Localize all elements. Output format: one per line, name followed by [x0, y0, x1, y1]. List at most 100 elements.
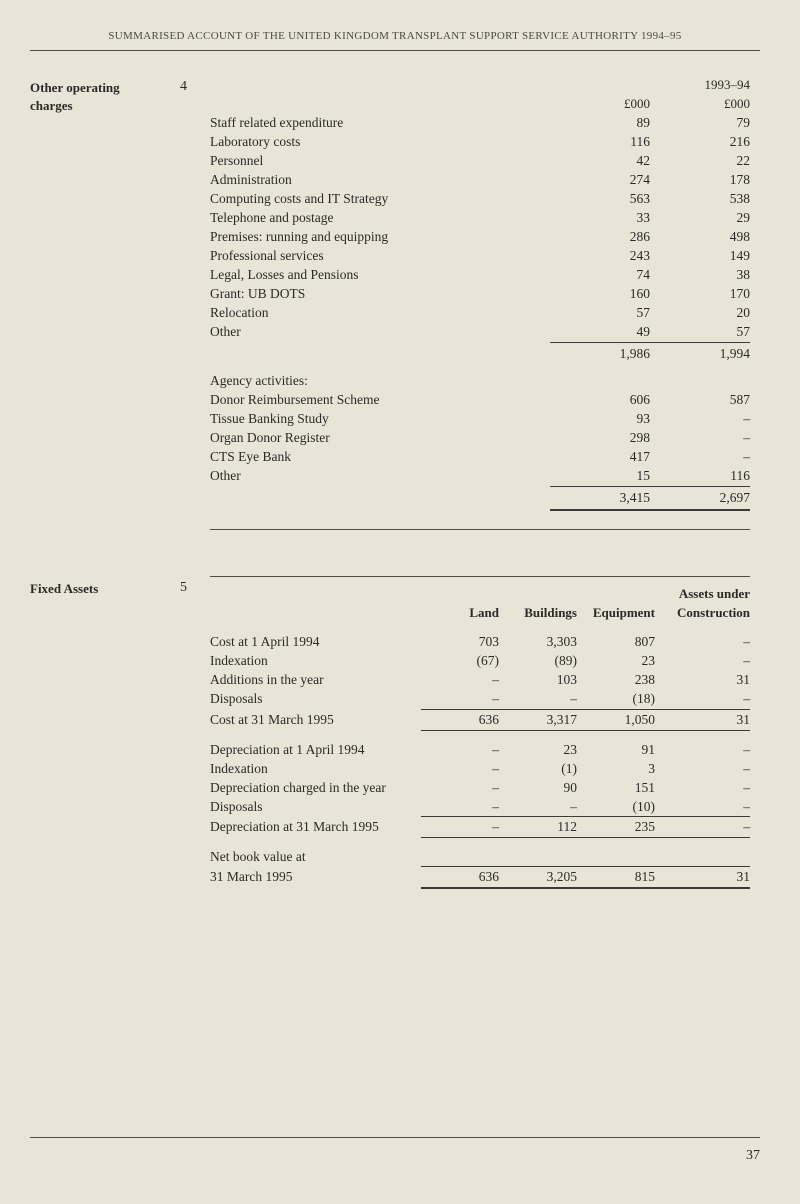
cell: 587: [650, 390, 750, 409]
cell: –: [421, 690, 499, 710]
cell: 112: [499, 817, 577, 838]
row-label: Additions in the year: [210, 671, 421, 690]
row-label: Laboratory costs: [210, 132, 550, 151]
table-row: Other4957: [210, 322, 750, 342]
row-label: Computing costs and IT Strategy: [210, 189, 550, 208]
row-label: Telephone and postage: [210, 208, 550, 227]
cell: 79: [650, 113, 750, 132]
cell: –: [421, 817, 499, 838]
row-label: Grant: UB DOTS: [210, 284, 550, 303]
cell: 3,303: [499, 633, 577, 652]
subtotal-c2: 1,994: [650, 342, 750, 363]
table-row: Indexation(67)(89)23–: [210, 652, 750, 671]
cell: –: [655, 778, 750, 797]
cell: 33: [550, 208, 650, 227]
page-footer: 37: [30, 1137, 760, 1164]
cell: –: [499, 797, 577, 817]
cell: 103: [499, 671, 577, 690]
row-label: Indexation: [210, 759, 421, 778]
page-header: SUMMARISED ACCOUNT OF THE UNITED KINGDOM…: [30, 30, 760, 51]
row-label: Disposals: [210, 797, 421, 817]
cell: 31: [655, 709, 750, 730]
cell: 74: [550, 265, 650, 284]
cell: –: [421, 759, 499, 778]
col-year: 1993–94: [650, 75, 750, 94]
cell: 235: [577, 817, 655, 838]
cell: –: [650, 428, 750, 447]
row-label: Staff related expenditure: [210, 113, 550, 132]
cell: 170: [650, 284, 750, 303]
cell: 703: [421, 633, 499, 652]
table-row: CTS Eye Bank417–: [210, 447, 750, 466]
table-row: Additions in the year–10323831: [210, 671, 750, 690]
section-body: Assets under Land Buildings Equipment Co…: [210, 576, 750, 890]
cell: 57: [650, 322, 750, 342]
row-label: Indexation: [210, 652, 421, 671]
cell: 57: [550, 303, 650, 322]
row-label: Other: [210, 322, 550, 342]
cell: –: [650, 447, 750, 466]
cell: (89): [499, 652, 577, 671]
cell: –: [655, 740, 750, 759]
total-c1: 3,415: [550, 486, 650, 510]
table-row: Premises: running and equipping286498: [210, 227, 750, 246]
table-row: Grant: UB DOTS160170: [210, 284, 750, 303]
cell: –: [655, 652, 750, 671]
cell: 38: [650, 265, 750, 284]
col-unit-1: £000: [550, 94, 650, 113]
section-title-line2: charges: [30, 97, 180, 115]
net-date: 31 March 1995: [210, 867, 421, 889]
cell: 20: [650, 303, 750, 322]
cell: 49: [550, 322, 650, 342]
cell: –: [421, 797, 499, 817]
table-row: Staff related expenditure8979: [210, 113, 750, 132]
cell: 149: [650, 246, 750, 265]
table-row: Laboratory costs116216: [210, 132, 750, 151]
section-body: 1993–94 £000£000 Staff related expenditu…: [210, 75, 750, 548]
row-label: Premises: running and equipping: [210, 227, 550, 246]
table-row: Organ Donor Register298–: [210, 428, 750, 447]
cell: 417: [550, 447, 650, 466]
cell: –: [655, 797, 750, 817]
table-row: Disposals––(10)–: [210, 797, 750, 817]
row-label: Relocation: [210, 303, 550, 322]
row-label: Disposals: [210, 690, 421, 710]
row-label: Donor Reimbursement Scheme: [210, 390, 550, 409]
table-row: Donor Reimbursement Scheme606587: [210, 390, 750, 409]
col-land: Land: [421, 604, 499, 623]
row-label: CTS Eye Bank: [210, 447, 550, 466]
row-label: Personnel: [210, 151, 550, 170]
col-unit-2: £000: [650, 94, 750, 113]
cell: –: [655, 817, 750, 838]
cell: 91: [577, 740, 655, 759]
cell: 243: [550, 246, 650, 265]
cell: (67): [421, 652, 499, 671]
cell: 90: [499, 778, 577, 797]
table-row: Relocation5720: [210, 303, 750, 322]
operating-charges-table: 1993–94 £000£000 Staff related expenditu…: [210, 75, 750, 511]
cell: 116: [650, 466, 750, 486]
cell: 274: [550, 170, 650, 189]
page-number: 37: [746, 1148, 760, 1163]
section-label-col: Other operating charges: [30, 75, 180, 548]
table-row: Computing costs and IT Strategy563538: [210, 189, 750, 208]
table-row: Disposals––(18)–: [210, 690, 750, 710]
cell: 238: [577, 671, 655, 690]
cell: 636: [421, 867, 499, 889]
row-label: Tissue Banking Study: [210, 409, 550, 428]
table-row: Professional services243149: [210, 246, 750, 265]
section-label-col: Fixed Assets: [30, 576, 180, 890]
table-row: Personnel4222: [210, 151, 750, 170]
cell: –: [421, 740, 499, 759]
cell: 807: [577, 633, 655, 652]
cell: 606: [550, 390, 650, 409]
col-construction: Construction: [655, 604, 750, 623]
row-label: Administration: [210, 170, 550, 189]
table-row: Legal, Losses and Pensions7438: [210, 265, 750, 284]
cell: 178: [650, 170, 750, 189]
table-row: Tissue Banking Study93–: [210, 409, 750, 428]
fixed-assets-table: Assets under Land Buildings Equipment Co…: [210, 585, 750, 890]
cell: –: [655, 690, 750, 710]
cost-total-label: Cost at 31 March 1995: [210, 709, 421, 730]
cell: 3,317: [499, 709, 577, 730]
